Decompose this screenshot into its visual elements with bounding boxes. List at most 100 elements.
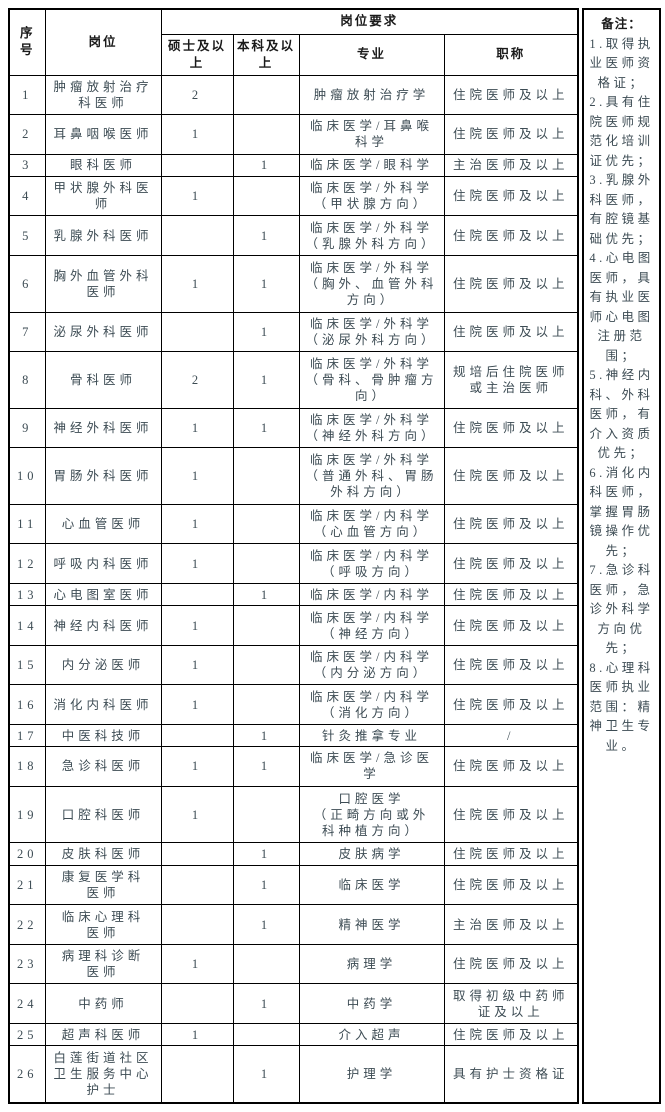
cell-major: 皮肤病学 [298,842,445,866]
cell-major: 临床医学/急诊医 学 [298,746,445,787]
cell-rank: 住院医师及以上 [443,746,579,787]
cell-serial-number: 21 [8,864,46,906]
cell-serial-number: 4 [8,175,46,217]
cell-masters-count: 1 [160,684,234,725]
table-row: 12 呼吸内科医师 1 临床医学/内科学 （呼吸方向） 住院医师及以上 [8,543,579,584]
cell-major: 临床医学/外科学 （胸外、血管外科 方向） [298,254,445,313]
cell-bachelors-count [232,175,300,217]
cell-serial-number: 6 [8,254,46,313]
cell-bachelors-count: 1 [232,582,300,607]
cell-bachelors-count [232,74,300,116]
cell-bachelors-count [232,644,300,686]
cell-masters-count: 2 [160,351,234,409]
header-major: 专业 [298,33,445,76]
cell-serial-number: 8 [8,351,46,409]
cell-masters-count [160,311,234,353]
cell-rank: 取得初级中药师 证及以上 [443,983,579,1024]
table-row: 13 心电图室医师 1 临床医学/内科学 住院医师及以上 [8,582,579,607]
remark-item: 6.消化内科医师，掌握胃肠镜操作优先； [589,465,654,558]
cell-bachelors-count [232,605,300,646]
cell-masters-count [160,904,234,945]
cell-major: 肿瘤放射治疗学 [298,74,445,116]
cell-rank: 住院医师及以上 [443,447,579,505]
cell-masters-count: 1 [160,254,234,313]
remarks-items: 1.取得执业医师资格证； 2.具有住院医师规范化培训证优先； 3.乳腺外科医师，有腔… [587,35,656,757]
cell-rank: 主治医师及以上 [443,904,579,945]
cell-rank: 住院医师及以上 [443,503,579,545]
cell-masters-count: 1 [160,407,234,449]
cell-masters-count: 1 [160,543,234,584]
cell-rank: / [443,723,579,748]
header-position: 岗位 [44,8,162,76]
cell-position: 甲状腺外科医 师 [44,175,162,217]
header-masters: 硕士及以上 [160,33,234,76]
table-row: 23 病理科诊断 医师 1 病理学 住院医师及以上 [8,943,579,985]
cell-major: 口腔医学 （正畸方向或外 科种植方向） [298,785,445,844]
cell-masters-count: 1 [160,943,234,985]
remarks-panel: 备注： 1.取得执业医师资格证； 2.具有住院医师规范化培训证优先； 3.乳腺外科医… [582,8,662,1104]
cell-masters-count [160,582,234,607]
cell-bachelors-count [232,684,300,725]
table-row: 22 临床心理科 医师 1 精神医学 主治医师及以上 [8,904,579,945]
cell-major: 护理学 [298,1045,445,1104]
cell-serial-number: 17 [8,723,46,748]
cell-position: 口腔科医师 [44,785,162,844]
cell-bachelors-count: 1 [232,215,300,256]
cell-masters-count: 1 [160,1022,234,1047]
table-row: 7 泌尿外科医师 1 临床医学/外科学 （泌尿外科方向） 住院医师及以上 [8,311,579,353]
cell-bachelors-count: 1 [232,254,300,313]
job-requirements-table: 序 号 岗位 岗位要求 硕士及以上 本科及以上 专业 职称 1 肿瘤放射治疗 科… [8,8,580,1104]
cell-position: 眼科医师 [44,153,162,177]
table-row: 25 超声科医师 1 介入超声 住院医师及以上 [8,1022,579,1047]
cell-bachelors-count: 1 [232,153,300,177]
cell-rank: 住院医师及以上 [443,114,579,155]
cell-bachelors-count: 1 [232,842,300,866]
header-row-top: 序 号 岗位 岗位要求 [8,8,579,76]
cell-major: 病理学 [298,943,445,985]
cell-masters-count: 1 [160,605,234,646]
cell-major: 临床医学/内科学 （呼吸方向） [298,543,445,584]
cell-major: 临床医学/内科学 （心血管方向） [298,503,445,545]
table-row: 1 肿瘤放射治疗 科医师 2 肿瘤放射治疗学 住院医师及以上 [8,74,579,116]
cell-bachelors-count [232,447,300,505]
cell-rank: 住院医师及以上 [443,684,579,725]
table-row: 18 急诊科医师 1 1 临床医学/急诊医 学 住院医师及以上 [8,746,579,787]
cell-rank: 主治医师及以上 [443,153,579,177]
page: 序 号 岗位 岗位要求 硕士及以上 本科及以上 专业 职称 1 肿瘤放射治疗 科… [8,8,662,1104]
cell-major: 临床医学/外科学 （甲状腺方向） [298,175,445,217]
cell-bachelors-count: 1 [232,746,300,787]
table-row: 11 心血管医师 1 临床医学/内科学 （心血管方向） 住院医师及以上 [8,503,579,545]
cell-bachelors-count: 1 [232,983,300,1024]
table-row: 17 中医科技师 1 针灸推拿专业 / [8,723,579,748]
cell-serial-number: 14 [8,605,46,646]
cell-bachelors-count [232,1022,300,1047]
cell-major: 临床医学/外科学 （乳腺外科方向） [298,215,445,256]
header-row-sub: 硕士及以上 本科及以上 专业 职称 [9,33,579,76]
cell-major: 临床医学/内科学 （消化方向） [298,684,445,725]
cell-major: 临床医学/内科学 [298,582,445,607]
cell-masters-count: 1 [160,785,234,844]
cell-position: 皮肤科医师 [44,842,162,866]
table-row: 8 骨科医师 2 1 临床医学/外科学 （骨科、骨肿瘤方 向） 规培后住院医师 … [8,351,579,409]
cell-position: 康复医学科 医师 [44,864,162,906]
cell-serial-number: 5 [8,215,46,256]
cell-bachelors-count [232,543,300,584]
cell-major: 临床医学/外科学 （神经外科方向） [298,407,445,449]
table-row: 5 乳腺外科医师 1 临床医学/外科学 （乳腺外科方向） 住院医师及以上 [8,215,579,256]
cell-serial-number: 18 [8,746,46,787]
cell-rank: 住院医师及以上 [443,543,579,584]
cell-serial-number: 19 [8,785,46,844]
cell-position: 胃肠外科医师 [44,447,162,505]
cell-bachelors-count: 1 [232,864,300,906]
cell-rank: 具有护士资格证 [443,1045,579,1104]
cell-rank: 住院医师及以上 [443,311,579,353]
cell-rank: 住院医师及以上 [443,582,579,607]
cell-bachelors-count: 1 [232,311,300,353]
remark-item: 2.具有住院医师规范化培训证优先； [589,95,654,168]
cell-rank: 住院医师及以上 [443,175,579,217]
cell-position: 肿瘤放射治疗 科医师 [44,74,162,116]
cell-serial-number: 3 [8,153,46,177]
table-row: 15 内分泌医师 1 临床医学/内科学 （内分泌方向） 住院医师及以上 [8,644,579,686]
cell-position: 骨科医师 [44,351,162,409]
cell-masters-count [160,864,234,906]
